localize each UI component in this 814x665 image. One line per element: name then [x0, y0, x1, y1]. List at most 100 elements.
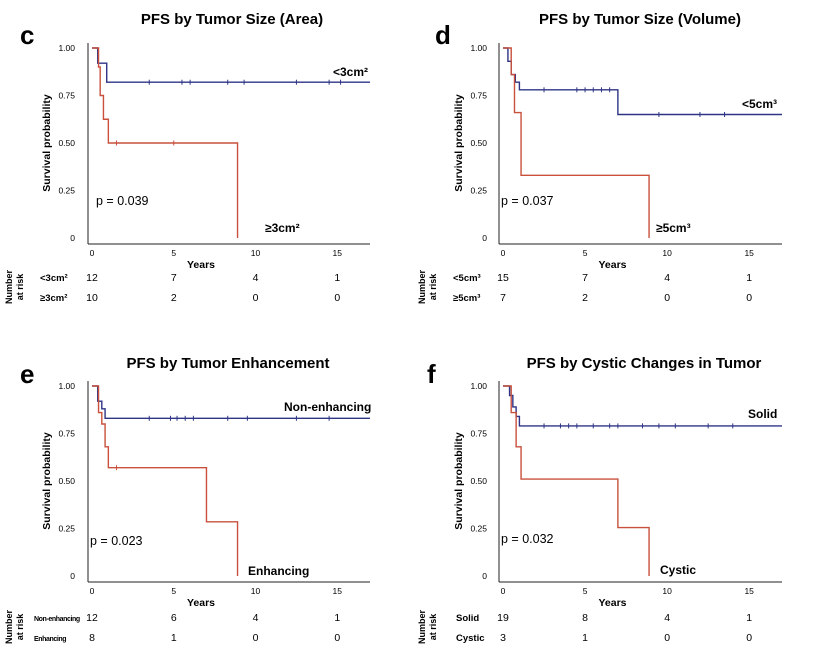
risk-count: 1: [746, 272, 752, 284]
y-tick-label: 0.25: [58, 524, 75, 534]
x-tick-label: 5: [171, 248, 176, 258]
y-tick-label: 0.50: [58, 138, 75, 148]
km-curve-low-risk: [503, 47, 782, 116]
y-tick-label: 0.25: [58, 186, 75, 196]
risk-count: 4: [664, 612, 670, 624]
x-tick-label: 0: [90, 248, 95, 258]
x-axis-label: Years: [187, 597, 215, 609]
p-value: p = 0.037: [501, 194, 554, 208]
risk-group-label: Enhancing: [34, 636, 66, 643]
number-at-risk-label: Numberat risk: [4, 270, 25, 305]
risk-count: 19: [497, 612, 509, 624]
risk-count: 0: [334, 292, 340, 304]
risk-count: 0: [746, 632, 752, 644]
risk-count: 1: [334, 612, 340, 624]
y-axis-label: Survival probability: [453, 94, 465, 192]
p-value: p = 0.039: [96, 194, 149, 208]
panel-title: PFS by Tumor Size (Volume): [539, 11, 741, 28]
x-tick-label: 5: [171, 586, 176, 596]
y-tick-label: 0.50: [470, 476, 487, 486]
y-tick-label: 1.00: [470, 43, 487, 53]
risk-count: 8: [582, 612, 588, 624]
km-curve-high-risk: [503, 47, 650, 238]
x-tick-label: 10: [251, 586, 261, 596]
risk-count: 4: [253, 612, 259, 624]
panel-c: c PFS by Tumor Size (Area) Survival probab…: [4, 11, 370, 304]
y-axis-label: Survival probability: [41, 94, 53, 192]
x-tick-label: 5: [583, 586, 588, 596]
number-at-risk-label: Numberat risk: [4, 610, 25, 645]
y-tick-label: 0.75: [58, 429, 75, 439]
risk-count: 0: [746, 292, 752, 304]
risk-count: 8: [89, 632, 95, 644]
panel-letter: d: [435, 20, 451, 50]
number-at-risk-label: Numberat risk: [417, 610, 438, 645]
x-tick-label: 15: [744, 586, 754, 596]
p-value: p = 0.032: [501, 532, 554, 546]
y-tick-label: 0: [70, 233, 75, 243]
series-label: Enhancing: [248, 564, 309, 578]
y-tick-label: 0: [482, 233, 487, 243]
risk-group-label: <3cm²: [40, 273, 68, 284]
series-label: ≥5cm³: [656, 221, 691, 235]
km-curve-low-risk: [503, 385, 782, 427]
y-axis-label: Survival probability: [41, 432, 53, 530]
y-tick-label: 0: [70, 571, 75, 581]
x-tick-label: 15: [333, 248, 343, 258]
y-axis-label: Survival probability: [453, 432, 465, 530]
panel-title: PFS by Tumor Size (Area): [141, 11, 323, 28]
risk-group-label: Cystic: [456, 633, 485, 644]
x-tick-label: 5: [583, 248, 588, 258]
x-tick-label: 10: [662, 248, 672, 258]
y-tick-label: 0.25: [470, 186, 487, 196]
x-tick-label: 0: [501, 586, 506, 596]
km-curve-high-risk: [503, 385, 650, 576]
panel-title: PFS by Tumor Enhancement: [126, 355, 329, 372]
risk-count: 15: [497, 272, 509, 284]
x-axis-label: Years: [598, 259, 626, 271]
x-tick-label: 10: [251, 248, 261, 258]
panel-letter: c: [20, 20, 34, 50]
risk-count: 3: [500, 632, 506, 644]
x-tick-label: 0: [501, 248, 506, 258]
risk-count: 6: [171, 612, 177, 624]
y-tick-label: 0: [482, 571, 487, 581]
series-label: Cystic: [660, 563, 696, 577]
risk-count: 7: [582, 272, 588, 284]
risk-count: 7: [500, 292, 506, 304]
x-tick-label: 10: [662, 586, 672, 596]
risk-group-label: <5cm³: [453, 273, 481, 284]
series-label: ≥3cm²: [265, 221, 300, 235]
panel-title: PFS by Cystic Changes in Tumor: [527, 355, 762, 372]
risk-count: 10: [86, 292, 98, 304]
risk-count: 7: [171, 272, 177, 284]
risk-count: 12: [86, 272, 98, 284]
risk-group-label: Solid: [456, 613, 479, 624]
risk-count: 12: [86, 612, 98, 624]
series-label: Solid: [748, 407, 777, 421]
km-curve-low-risk: [92, 385, 370, 419]
risk-count: 0: [253, 632, 259, 644]
risk-count: 0: [334, 632, 340, 644]
y-tick-label: 0.75: [470, 91, 487, 101]
x-axis-label: Years: [187, 259, 215, 271]
y-tick-label: 0.75: [470, 429, 487, 439]
risk-group-label: ≥5cm³: [453, 293, 480, 304]
y-tick-label: 0.50: [58, 476, 75, 486]
series-label: Non-enhancing: [284, 400, 371, 414]
p-value: p = 0.023: [90, 534, 143, 548]
x-axis-label: Years: [598, 597, 626, 609]
risk-count: 4: [253, 272, 259, 284]
panel-letter: e: [20, 359, 34, 389]
x-tick-label: 15: [744, 248, 754, 258]
series-label: <3cm²: [333, 65, 368, 79]
risk-count: 1: [171, 632, 177, 644]
km-curve-high-risk: [92, 47, 239, 238]
y-tick-label: 1.00: [58, 381, 75, 391]
y-tick-label: 0.50: [470, 138, 487, 148]
risk-count: 1: [582, 632, 588, 644]
panel-e: e PFS by Tumor Enhancement Survival probab…: [4, 355, 371, 644]
series-label: <5cm³: [742, 97, 777, 111]
panel-f: f PFS by Cystic Changes in Tumor Survival …: [417, 355, 782, 644]
